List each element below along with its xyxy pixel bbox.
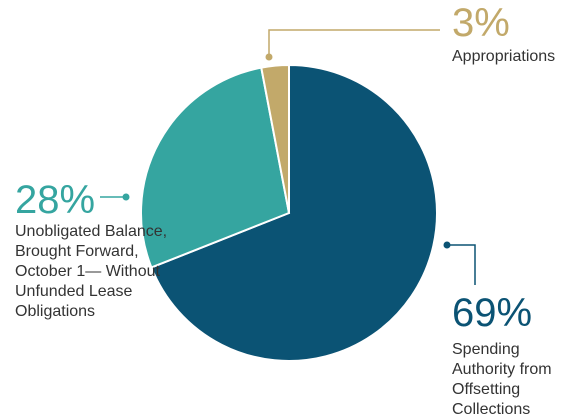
leader-dot (265, 53, 273, 61)
value-label: 69% (452, 291, 533, 335)
pie-slice (150, 63, 438, 362)
leader-dot (122, 193, 130, 201)
category-label: Appropriations (452, 48, 556, 65)
leader-line (268, 29, 440, 57)
pie-slice (260, 63, 290, 214)
leader-dot (443, 241, 451, 249)
category-label: Spending Authority from Offsetting Colle… (452, 341, 552, 417)
category-label: Unobligated Balance, Brought Forward, Oc… (15, 223, 168, 320)
pie-slice (140, 66, 291, 269)
value-label: 28% (15, 178, 96, 222)
value-label: 3% (452, 1, 510, 45)
leader-line (447, 244, 476, 285)
